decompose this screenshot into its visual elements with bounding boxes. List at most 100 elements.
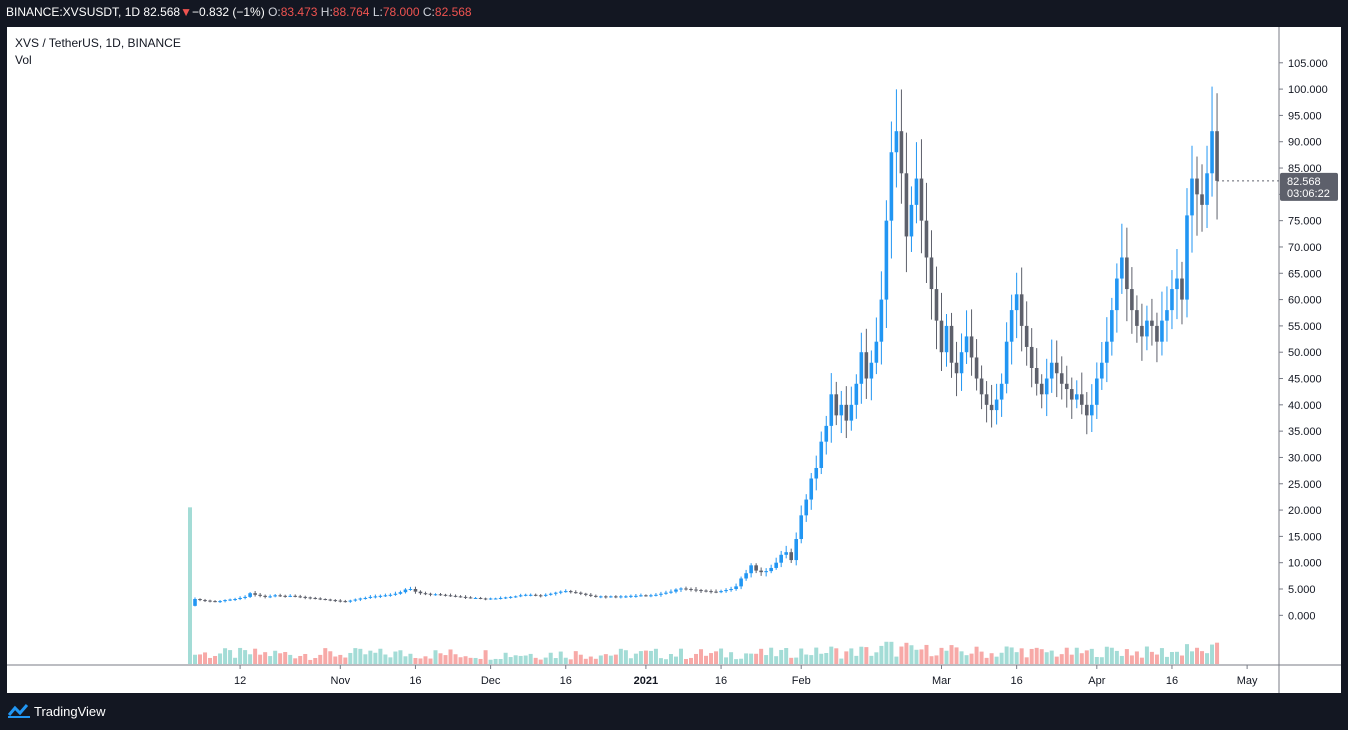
volume-bar (864, 647, 869, 664)
candle-body (849, 404, 854, 421)
candle-body (548, 593, 553, 595)
volume-bar (243, 650, 248, 664)
volume-bar (859, 646, 864, 664)
y-tick-label: 40.000 (1288, 400, 1322, 412)
volume-bar (633, 653, 638, 664)
volume-indicator-label[interactable]: Vol (15, 53, 32, 67)
candle-body (964, 336, 969, 353)
candle-body (1044, 378, 1049, 395)
volume-bar (443, 655, 448, 664)
candle-body (193, 599, 197, 606)
volume-bar (764, 655, 769, 664)
volume-bar (483, 650, 488, 664)
candle-body (433, 594, 438, 596)
volume-bar (954, 647, 959, 664)
x-tick-label: 16 (1011, 675, 1023, 687)
volume-bar (193, 654, 198, 664)
candle-body (218, 601, 222, 603)
candle-body (984, 394, 989, 405)
y-tick-label: 85.000 (1288, 163, 1322, 175)
candle-body (879, 299, 884, 342)
chart-legend: XVS / TetherUS, 1D, BINANCE Vol (15, 35, 181, 69)
volume-bar (1104, 646, 1109, 664)
candle-body (1110, 310, 1114, 342)
candle-body (1049, 362, 1054, 379)
candle-body (1039, 383, 1044, 395)
candle-body (378, 595, 383, 597)
candle-body (624, 596, 628, 598)
y-tick-label: 20.000 (1288, 505, 1322, 517)
candle-body (1115, 278, 1119, 311)
candle-body (1180, 278, 1184, 300)
price-tag[interactable] (1280, 172, 1338, 201)
chart-panel[interactable]: 105.000100.00095.00090.00085.00080.00075… (7, 27, 1341, 693)
interval[interactable]: 1D (124, 5, 141, 19)
volume-bar (368, 650, 373, 664)
candle-body (1074, 394, 1079, 400)
y-tick-label: 90.000 (1288, 137, 1322, 149)
volume-bar (393, 651, 398, 664)
volume-bar (1099, 657, 1104, 664)
volume-bar (278, 653, 283, 664)
last-price: 82.568 (143, 5, 181, 19)
candle-body (368, 596, 373, 598)
volume-bar (543, 657, 548, 664)
candle-body (1054, 362, 1059, 374)
candle-body (313, 597, 318, 599)
candle-body (874, 341, 879, 363)
x-tick-label: 2021 (634, 675, 658, 687)
candle-body (463, 596, 468, 598)
symbol-name[interactable]: BINANCE:XVSUSDT (6, 5, 119, 19)
y-tick-label: 0.000 (1288, 610, 1316, 622)
volume-bar (914, 649, 919, 664)
volume-bar (714, 651, 719, 664)
chart-title[interactable]: XVS / TetherUS, 1D, BINANCE (15, 36, 181, 50)
volume-bar (694, 653, 699, 664)
volume-bar (513, 655, 518, 664)
candle-body (659, 593, 663, 595)
volume-bar (969, 653, 974, 664)
candle-body (578, 592, 583, 594)
volume-bar (248, 654, 253, 664)
y-tick-label: 10.000 (1288, 558, 1322, 570)
candle-body (1145, 320, 1149, 337)
volume-bar (1139, 657, 1144, 664)
volume-bar (623, 650, 628, 664)
volume-bar (729, 652, 734, 664)
candle-body (418, 591, 423, 594)
volume-bar (1044, 652, 1049, 664)
candle-body (478, 597, 483, 599)
volume-bar (1084, 650, 1089, 664)
volume-bar (488, 659, 493, 664)
volume-bar (1200, 651, 1205, 664)
candle-body (558, 591, 563, 593)
candle-body (699, 590, 703, 592)
candle-body (759, 570, 763, 573)
candle-body (403, 589, 408, 593)
candle-body (1064, 383, 1069, 390)
volume-bar (749, 653, 754, 664)
volume-bar (213, 655, 218, 664)
candle-body (669, 591, 673, 593)
volume-bar (934, 655, 939, 664)
tradingview-brand[interactable]: TradingView (34, 704, 106, 719)
candle-body (989, 404, 994, 411)
tradingview-logo-icon[interactable] (8, 703, 30, 719)
volume-bar (203, 652, 208, 664)
candlestick-chart[interactable]: 105.000100.00095.00090.00085.00080.00075… (7, 27, 1341, 693)
volume-bar (1164, 656, 1169, 664)
volume-bar (563, 657, 568, 664)
candle-body (1084, 404, 1089, 416)
volume-bar (343, 657, 348, 664)
candle-body (428, 593, 433, 595)
volume-bar (949, 645, 954, 664)
volume-bar (398, 650, 403, 664)
candle-body (854, 383, 859, 405)
y-tick-label: 50.000 (1288, 347, 1322, 359)
volume-bar (1154, 654, 1159, 664)
volume-bar (994, 656, 999, 664)
candle-body (1090, 404, 1094, 416)
candle-body (844, 404, 849, 421)
volume-bar (588, 656, 593, 664)
volume-bar (974, 646, 979, 664)
